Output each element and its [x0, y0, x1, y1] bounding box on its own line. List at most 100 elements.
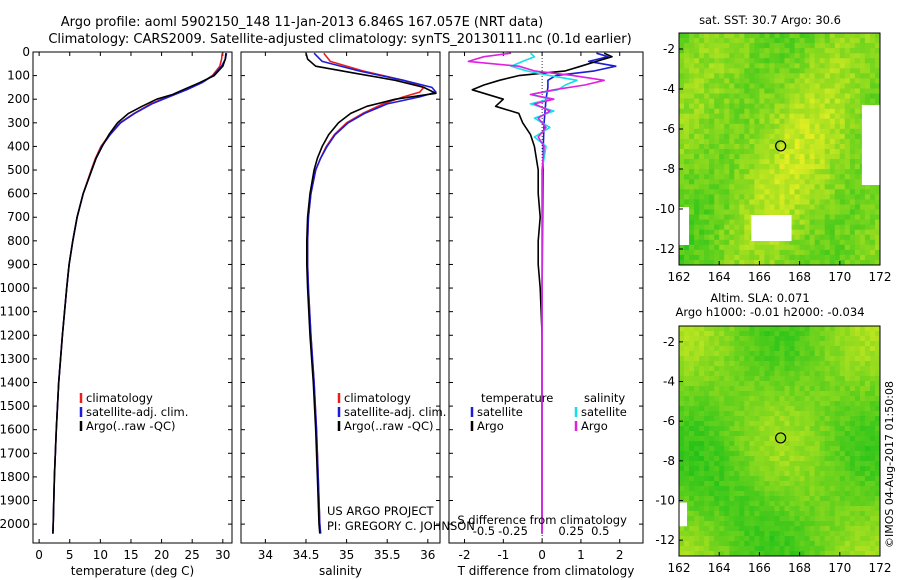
- p-sst-cell: [784, 189, 790, 195]
- p-sst-cell: [849, 53, 856, 59]
- p-sst-cell: [794, 78, 800, 84]
- p-sla-cell: [769, 331, 775, 337]
- p-sst-cell: [794, 108, 800, 114]
- p-sst-cell: [824, 118, 830, 124]
- p-sla-cell: [859, 366, 866, 372]
- p-temp-xtick-label: 10: [93, 548, 108, 562]
- p-sst-cell: [704, 58, 710, 64]
- p-sst-cell: [794, 48, 800, 54]
- p-sla-cell: [784, 456, 790, 462]
- p-sst-cell: [699, 103, 705, 109]
- p-sla-cell: [804, 381, 810, 387]
- p-sla-cell: [734, 396, 740, 402]
- p-sst-cell: [699, 123, 705, 130]
- p-sst-cell: [724, 128, 730, 135]
- p-sst-cell: [864, 249, 871, 256]
- p-sla-cell: [799, 496, 805, 502]
- p-sla-cell: [769, 481, 775, 487]
- p-sst-cell: [774, 38, 780, 44]
- p-sst-cell: [689, 199, 695, 205]
- p-sla-cell: [764, 526, 770, 532]
- p-sst-cell: [684, 108, 690, 114]
- p-sst-cell: [709, 33, 715, 39]
- p-sla-cell: [729, 371, 735, 377]
- p-sst-cell: [819, 149, 825, 155]
- p-sla-cell: [824, 376, 830, 382]
- p-sla-cell: [694, 396, 700, 402]
- p-sla-cell: [769, 496, 775, 502]
- p-sla-cell: [829, 391, 836, 397]
- p-sla-cell: [859, 416, 866, 422]
- p-sla-cell: [749, 331, 755, 337]
- p-sst-cell: [839, 123, 846, 130]
- p-sst-cell: [839, 204, 846, 210]
- p-sst-cell: [759, 164, 765, 170]
- p-sst-cell: [864, 194, 871, 200]
- p-sst-cell: [749, 38, 755, 44]
- p-sst-cell: [764, 184, 770, 190]
- p-sla-cell: [779, 496, 785, 502]
- p-sla-cell: [734, 536, 740, 542]
- p-sla-cell: [764, 426, 770, 432]
- p-sst-cell: [699, 204, 705, 210]
- p-sla-cell: [849, 441, 856, 447]
- p-sla-cell: [709, 506, 715, 512]
- p-sla-cell: [754, 356, 760, 362]
- p-sst-cell: [754, 118, 760, 124]
- p-sst-cell: [814, 244, 820, 251]
- p-sla-cell: [824, 516, 830, 522]
- p-sla-cell: [824, 386, 830, 392]
- p-sst-cell: [829, 118, 836, 124]
- p-sla-cell: [734, 506, 740, 512]
- p-sla-cell: [704, 331, 710, 337]
- p-sla-cell: [684, 456, 690, 462]
- p-sst-cell: [739, 224, 745, 230]
- p-sla-cell: [814, 346, 820, 352]
- p-sla-cell: [709, 546, 715, 552]
- p-sst-cell: [834, 33, 841, 39]
- p-sst-cell: [759, 78, 765, 84]
- p-sst-cell: [694, 174, 700, 180]
- p-sst-cell: [809, 254, 815, 261]
- p-sst-cell: [870, 58, 876, 64]
- p-sst-cell: [684, 164, 690, 170]
- p-sst-cell: [859, 43, 866, 49]
- p-sst-cell: [769, 204, 775, 210]
- p-sst-cell: [744, 244, 750, 251]
- p-sla-cell: [819, 476, 825, 482]
- p-sst-cell: [804, 118, 810, 124]
- p-sla-cell: [779, 371, 785, 377]
- p-sla-cell: [734, 341, 740, 347]
- p-sst-cell: [819, 83, 825, 89]
- p-sst-cell: [824, 204, 830, 210]
- p-sla-cell: [699, 401, 705, 407]
- p-sla-cell: [704, 421, 710, 427]
- p-sla-cell: [789, 456, 795, 462]
- p-sst-cell: [714, 169, 720, 175]
- p-sla-cell: [754, 366, 760, 372]
- p-sla-cell: [714, 516, 720, 522]
- p-sst-cell: [769, 123, 775, 130]
- p-sst-cell: [789, 144, 795, 150]
- p-sst-cell: [809, 83, 815, 89]
- p-sst-cell: [704, 138, 710, 145]
- p-sla-cell: [774, 506, 780, 512]
- p-sla-cell: [769, 451, 775, 457]
- p-sla-cell: [679, 451, 685, 457]
- p-sla-cell: [829, 436, 836, 442]
- p-temp-ytick-label: 100: [7, 69, 30, 83]
- p-sla-cell: [764, 511, 770, 517]
- p-sst-cell: [739, 164, 745, 170]
- p-sst-cell: [694, 88, 700, 94]
- p-sla-cell: [734, 541, 740, 547]
- p-sst-cell: [699, 164, 705, 170]
- p-sla-cell: [779, 331, 785, 337]
- p-sla-cell: [754, 491, 760, 497]
- p-sst-cell: [844, 113, 851, 119]
- p-sla-cell: [739, 506, 745, 512]
- p-sst-cell: [784, 154, 790, 160]
- p-sla-cell: [699, 526, 705, 532]
- p-sla-cell: [870, 446, 876, 452]
- p-sst-cell: [734, 103, 740, 109]
- p-sst-cell: [804, 199, 810, 205]
